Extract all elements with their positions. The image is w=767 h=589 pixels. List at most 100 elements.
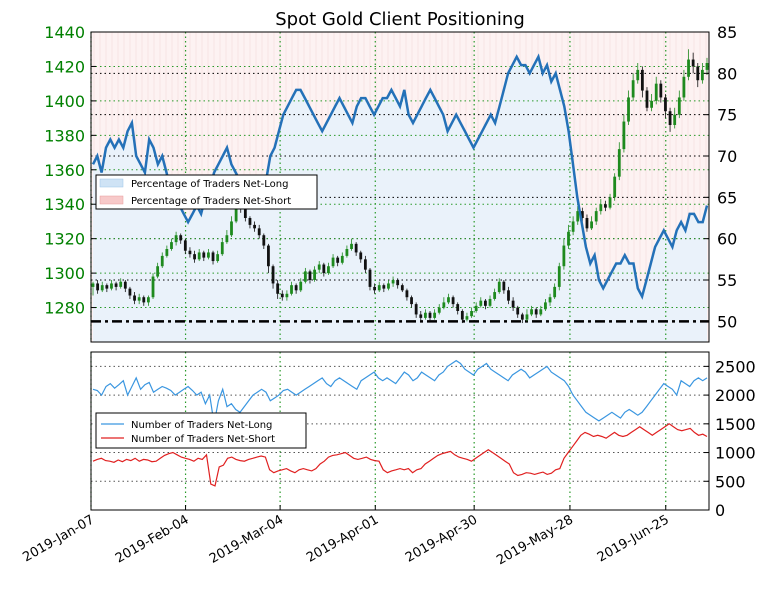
candle-body <box>151 276 155 298</box>
candle-body <box>354 243 358 253</box>
candle-body <box>691 59 695 67</box>
right-tick-label: 60 <box>717 230 737 249</box>
candle-body <box>604 204 607 208</box>
candle-body <box>382 285 386 289</box>
candle-body <box>631 80 635 98</box>
candle-body <box>271 266 275 284</box>
candle-body <box>557 266 561 287</box>
right-tick-label: 75 <box>717 106 737 125</box>
left-axis: 1280 1300 1320 1340 1360 1380 1400 1420 1440 <box>44 23 96 318</box>
candle-body <box>700 69 704 81</box>
candle-body <box>137 297 141 301</box>
candle-body <box>664 97 667 112</box>
candle-body <box>363 259 367 270</box>
traders-net-short-line <box>92 423 708 487</box>
candle-body <box>488 298 492 306</box>
candle-body <box>562 245 566 267</box>
candle-body <box>442 302 446 308</box>
candle-body <box>594 211 598 222</box>
candle-body <box>571 221 575 232</box>
candle-body <box>230 221 233 236</box>
right-axis-top: 50 55 60 65 70 75 80 85 <box>704 23 737 331</box>
candle-body <box>484 300 487 306</box>
bottom-legend-box <box>95 412 307 449</box>
candle-body <box>174 235 178 243</box>
left-tick-label: 1400 <box>44 92 85 111</box>
traders-net-long-line <box>92 359 708 424</box>
candle-body <box>627 97 630 122</box>
candle-body <box>100 285 104 291</box>
candle-body <box>622 121 626 150</box>
candle-body <box>530 309 533 315</box>
candle-body <box>327 266 330 274</box>
legend-swatch-net-long <box>99 178 124 188</box>
candle-body <box>470 311 473 317</box>
candle-body <box>659 83 663 98</box>
candle-body <box>146 297 150 303</box>
candle-body <box>433 312 437 318</box>
candle-body <box>650 100 654 108</box>
net-long-area <box>93 56 707 343</box>
candle-body <box>544 302 547 310</box>
candle-body <box>687 59 690 77</box>
legend-label-net-short: Percentage of Traders Net-Short <box>131 196 291 207</box>
candle-body <box>599 204 603 212</box>
candle-body <box>142 297 146 303</box>
candle-body <box>133 295 136 301</box>
candle-body <box>636 69 640 81</box>
right-tick-label: 80 <box>717 64 737 83</box>
right-tick-label-bottom: 0 <box>715 501 725 520</box>
candle-body <box>391 280 395 284</box>
right-tick-label-bottom: 500 <box>715 472 746 491</box>
candle-body <box>345 249 349 256</box>
candle-body <box>119 281 123 287</box>
candle-body <box>179 235 183 241</box>
candle-body <box>299 281 303 291</box>
candle-body <box>313 269 316 280</box>
candle-body <box>405 290 409 298</box>
candle-body <box>447 297 450 303</box>
candle-body <box>207 252 210 258</box>
candle-body <box>110 283 113 289</box>
candle-body <box>428 312 432 318</box>
candle-body <box>668 111 672 125</box>
candle-body <box>696 66 700 81</box>
left-tick-label: 1440 <box>44 23 85 42</box>
left-tick-label: 1340 <box>44 195 85 214</box>
candle-body <box>585 218 589 229</box>
candle-body <box>516 307 520 315</box>
candle-body <box>511 300 515 308</box>
right-tick-label: 70 <box>717 147 737 166</box>
left-tick-label: 1420 <box>44 57 85 76</box>
candle-body <box>673 114 677 125</box>
candle-body <box>539 309 543 315</box>
left-tick-label: 1360 <box>44 161 85 180</box>
candle-body <box>410 297 413 305</box>
candle-body <box>303 271 307 282</box>
candle-body <box>96 283 100 291</box>
candle-body <box>188 250 192 255</box>
candle-body <box>350 243 353 249</box>
candle-body <box>548 297 552 303</box>
legend-label-count-short: Number of Traders Net-Short <box>131 434 275 445</box>
candle-body <box>322 264 326 274</box>
candle-body <box>294 285 298 291</box>
candle-body <box>705 63 709 70</box>
candle-body <box>183 240 187 251</box>
candle-body <box>377 285 381 291</box>
candle-body <box>520 314 524 320</box>
candle-body <box>493 292 497 299</box>
right-axis-bottom: 0 500 1000 1500 2000 2500 <box>704 357 756 520</box>
candle-body <box>414 304 418 315</box>
left-tick-label: 1280 <box>44 299 85 318</box>
right-tick-label: 55 <box>717 271 737 290</box>
candle-body <box>608 197 612 208</box>
left-tick-label: 1320 <box>44 230 85 249</box>
candle-body <box>640 69 644 91</box>
right-tick-label: 50 <box>717 312 737 331</box>
candle-body <box>507 290 510 301</box>
candle-body <box>243 207 247 218</box>
candle-body <box>419 314 423 318</box>
